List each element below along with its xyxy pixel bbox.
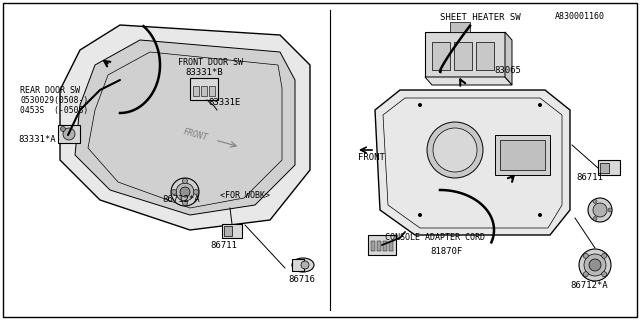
Circle shape <box>193 189 198 195</box>
Bar <box>495 135 550 175</box>
Circle shape <box>538 213 542 217</box>
Text: 83331*A: 83331*A <box>18 134 56 143</box>
Text: 86712*A: 86712*A <box>162 196 200 204</box>
Circle shape <box>61 126 65 132</box>
Text: CONSOLE ADAPTER CORD: CONSOLE ADAPTER CORD <box>385 234 485 243</box>
Text: FRONT: FRONT <box>182 127 208 143</box>
Bar <box>201 86 207 96</box>
Text: 83065: 83065 <box>494 66 521 75</box>
Bar <box>500 140 545 170</box>
Bar <box>190 78 218 100</box>
Circle shape <box>427 122 483 178</box>
Text: 86711: 86711 <box>576 172 603 181</box>
Bar <box>224 226 232 236</box>
Circle shape <box>418 103 422 107</box>
Polygon shape <box>505 32 512 85</box>
Bar <box>368 235 396 255</box>
Bar <box>222 224 242 238</box>
Circle shape <box>172 189 177 195</box>
Circle shape <box>608 208 612 212</box>
Bar <box>193 86 199 96</box>
Text: 86716: 86716 <box>288 276 315 284</box>
Circle shape <box>584 254 606 276</box>
Text: 0453S  (-0508): 0453S (-0508) <box>20 106 88 115</box>
Circle shape <box>418 213 422 217</box>
Bar <box>377 241 381 251</box>
Text: 83331E: 83331E <box>208 98 240 107</box>
Text: 86711: 86711 <box>210 241 237 250</box>
Circle shape <box>180 187 190 197</box>
Bar <box>292 259 304 271</box>
Circle shape <box>538 103 542 107</box>
Bar <box>389 241 393 251</box>
Bar <box>600 163 609 173</box>
Bar <box>450 22 470 32</box>
Text: REAR DOOR SW: REAR DOOR SW <box>20 85 80 94</box>
Text: 86712*A: 86712*A <box>570 281 607 290</box>
Text: 83331*B: 83331*B <box>185 68 223 76</box>
Circle shape <box>579 249 611 281</box>
Bar <box>383 241 387 251</box>
Circle shape <box>583 272 588 277</box>
Text: A830001160: A830001160 <box>555 12 605 20</box>
Bar <box>454 42 472 70</box>
Circle shape <box>301 261 309 269</box>
Circle shape <box>593 203 607 217</box>
Text: FRONT DOOR SW: FRONT DOOR SW <box>178 58 243 67</box>
Text: 81870F: 81870F <box>430 247 462 257</box>
Bar <box>598 160 620 175</box>
Polygon shape <box>425 77 512 85</box>
Circle shape <box>182 179 188 183</box>
Ellipse shape <box>292 258 314 272</box>
Text: <FOR WOBK>: <FOR WOBK> <box>220 190 270 199</box>
Circle shape <box>602 272 607 277</box>
Polygon shape <box>60 25 310 230</box>
Bar <box>432 42 450 70</box>
Circle shape <box>182 201 188 205</box>
Circle shape <box>176 183 194 201</box>
Circle shape <box>593 217 597 221</box>
Polygon shape <box>75 40 295 215</box>
Text: 0530029(0508-): 0530029(0508-) <box>20 95 88 105</box>
Bar <box>58 125 80 143</box>
Bar <box>476 42 494 70</box>
Polygon shape <box>375 90 570 235</box>
Text: FRONT: FRONT <box>358 153 385 162</box>
Circle shape <box>589 259 601 271</box>
Bar <box>371 241 375 251</box>
Circle shape <box>588 198 612 222</box>
Circle shape <box>602 253 607 258</box>
Circle shape <box>593 199 597 203</box>
Bar <box>209 86 215 96</box>
Circle shape <box>171 178 199 206</box>
Text: SHEET HEATER SW: SHEET HEATER SW <box>440 12 520 21</box>
Bar <box>425 32 505 77</box>
Circle shape <box>583 253 588 258</box>
Circle shape <box>63 128 75 140</box>
Circle shape <box>433 128 477 172</box>
